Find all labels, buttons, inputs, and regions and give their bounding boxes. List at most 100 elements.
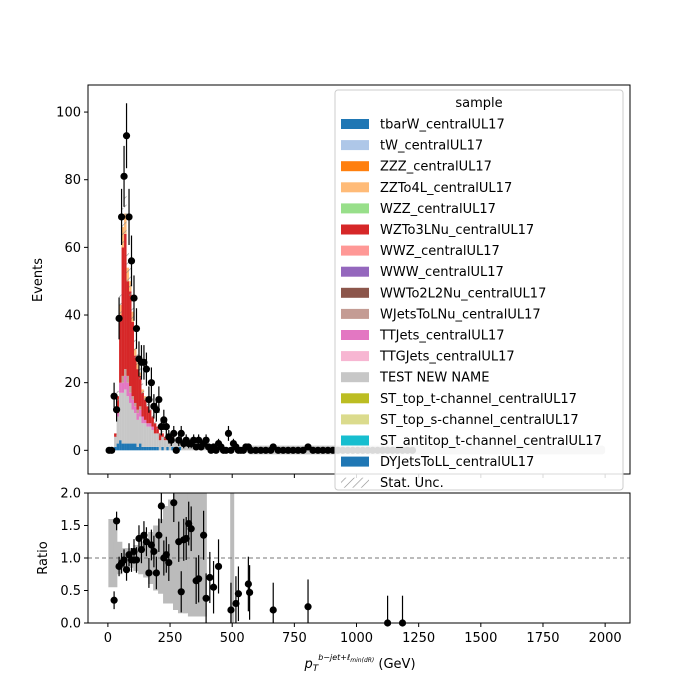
stat-unc-band [148, 405, 152, 414]
ratio-band-segment [108, 519, 118, 588]
stat-unc-band [114, 431, 117, 436]
y-tick-label: 60 [64, 241, 81, 256]
histogram-bar [166, 440, 169, 447]
ratio-band-segment [230, 493, 235, 623]
histogram-bar [171, 446, 174, 451]
main-y-ticks: 0 20 40 60 80 100 [56, 106, 88, 459]
histogram-bar [126, 396, 130, 444]
x-tick-label: 750 [282, 631, 307, 646]
histogram-bar [191, 445, 194, 451]
ratio-point [140, 531, 148, 539]
data-point [324, 446, 332, 454]
histogram-bar [136, 413, 139, 420]
y-tick-label: 0 [73, 444, 81, 459]
stat-unc-band [156, 423, 159, 430]
data-point [172, 446, 180, 454]
histogram-bar [131, 396, 134, 400]
ratio-point [177, 588, 185, 596]
data-point [117, 213, 126, 221]
data-point [284, 446, 292, 454]
legend-label: tW_centralUL17 [380, 139, 483, 154]
histogram-bar [143, 419, 147, 424]
histogram-bar [121, 392, 125, 444]
data-point [252, 446, 260, 454]
histogram-bar [138, 406, 142, 410]
data-point [132, 324, 141, 333]
histogram-bar [146, 426, 149, 447]
legend-swatch [341, 351, 369, 362]
legend-label: ST_antitop_t-channel_centralUL17 [380, 434, 602, 449]
legend-label: WZZ_centralUL17 [380, 202, 496, 217]
ratio-band-segment [138, 541, 148, 575]
stat-unc-band [138, 365, 142, 380]
ratio-point [127, 556, 136, 564]
data-point [224, 429, 233, 438]
ratio-point [202, 594, 210, 602]
data-point [108, 446, 116, 454]
data-point [155, 395, 163, 404]
ratio-y-tick-label: 2.0 [60, 487, 81, 502]
histogram-bar [124, 375, 127, 390]
legend-label: ZZZ_centralUL17 [380, 160, 492, 175]
ratio-point [269, 606, 277, 614]
stat-unc-band [163, 434, 167, 439]
legend-swatch [341, 182, 369, 193]
data-point [167, 436, 175, 444]
y-tick-label: 40 [64, 309, 81, 324]
ratio-y-tick-label: 0.0 [60, 617, 81, 632]
x-axis-label: pTb−jet+ℓmin(dR) (GeV) [303, 653, 415, 674]
legend-entries: tbarW_centralUL17 tW_centralUL17 ZZZ_centr… [341, 118, 602, 491]
ratio-y-ticks: 0.0 0.5 1.0 1.5 2.0 [60, 487, 88, 632]
histogram-bar [163, 440, 167, 451]
data-point [294, 446, 302, 454]
x-tick-label: 0 [104, 631, 112, 646]
ratio-panel: 0.0 0.5 1.0 1.5 2.0 0 250 500 750 1000 1250 1500 17… [36, 487, 631, 674]
histogram-bar [129, 443, 132, 451]
legend-label: ST_top_t-channel_centralUL17 [380, 392, 577, 407]
ratio-point [162, 551, 170, 559]
stat-unc-band [133, 339, 137, 358]
stat-unc-band [141, 383, 144, 396]
ratio-band-segment [182, 493, 192, 614]
legend-frame [334, 89, 624, 491]
histogram-bar [138, 409, 142, 417]
data-point [145, 395, 153, 404]
legend-label: TEST NEW NAME [379, 371, 489, 386]
histogram-bar [136, 419, 139, 447]
data-point [122, 132, 131, 140]
histogram-bar [114, 436, 117, 447]
legend-swatch [341, 287, 369, 298]
histogram-bar [161, 446, 164, 451]
data-point [314, 446, 322, 454]
histogram-bar [141, 416, 144, 424]
histogram-bar [143, 399, 147, 420]
data-point [125, 213, 133, 221]
histogram-bar [133, 406, 137, 414]
main-panel: 0 20 40 60 80 100 Events sample tbarW_central… [31, 84, 631, 491]
legend-label: TTJets_centralUL17 [379, 329, 505, 344]
data-point [274, 446, 282, 454]
ratio-point [155, 531, 163, 539]
data-point [222, 446, 230, 454]
ratio-point [187, 525, 195, 533]
legend-swatch [341, 456, 369, 467]
histogram-bar [119, 315, 122, 383]
ratio-y-tick-label: 0.5 [60, 584, 81, 599]
histogram-bar [116, 416, 120, 444]
data-point [247, 446, 255, 454]
legend-swatch [341, 372, 369, 383]
data-point [162, 423, 170, 431]
stat-unc-band [173, 438, 177, 443]
ratio-point [132, 556, 141, 564]
stat-unc-band [126, 252, 130, 284]
legend-swatch [341, 140, 369, 151]
stat-unc-band [116, 390, 120, 402]
stat-unc-band [146, 401, 149, 411]
histogram-bar [136, 369, 139, 410]
legend-swatch [341, 119, 369, 129]
ratio-point [150, 547, 158, 556]
ratio-point [206, 573, 214, 582]
data-point [202, 436, 210, 444]
stat-unc-band [161, 431, 164, 436]
x-tick-label: 1500 [464, 631, 497, 646]
